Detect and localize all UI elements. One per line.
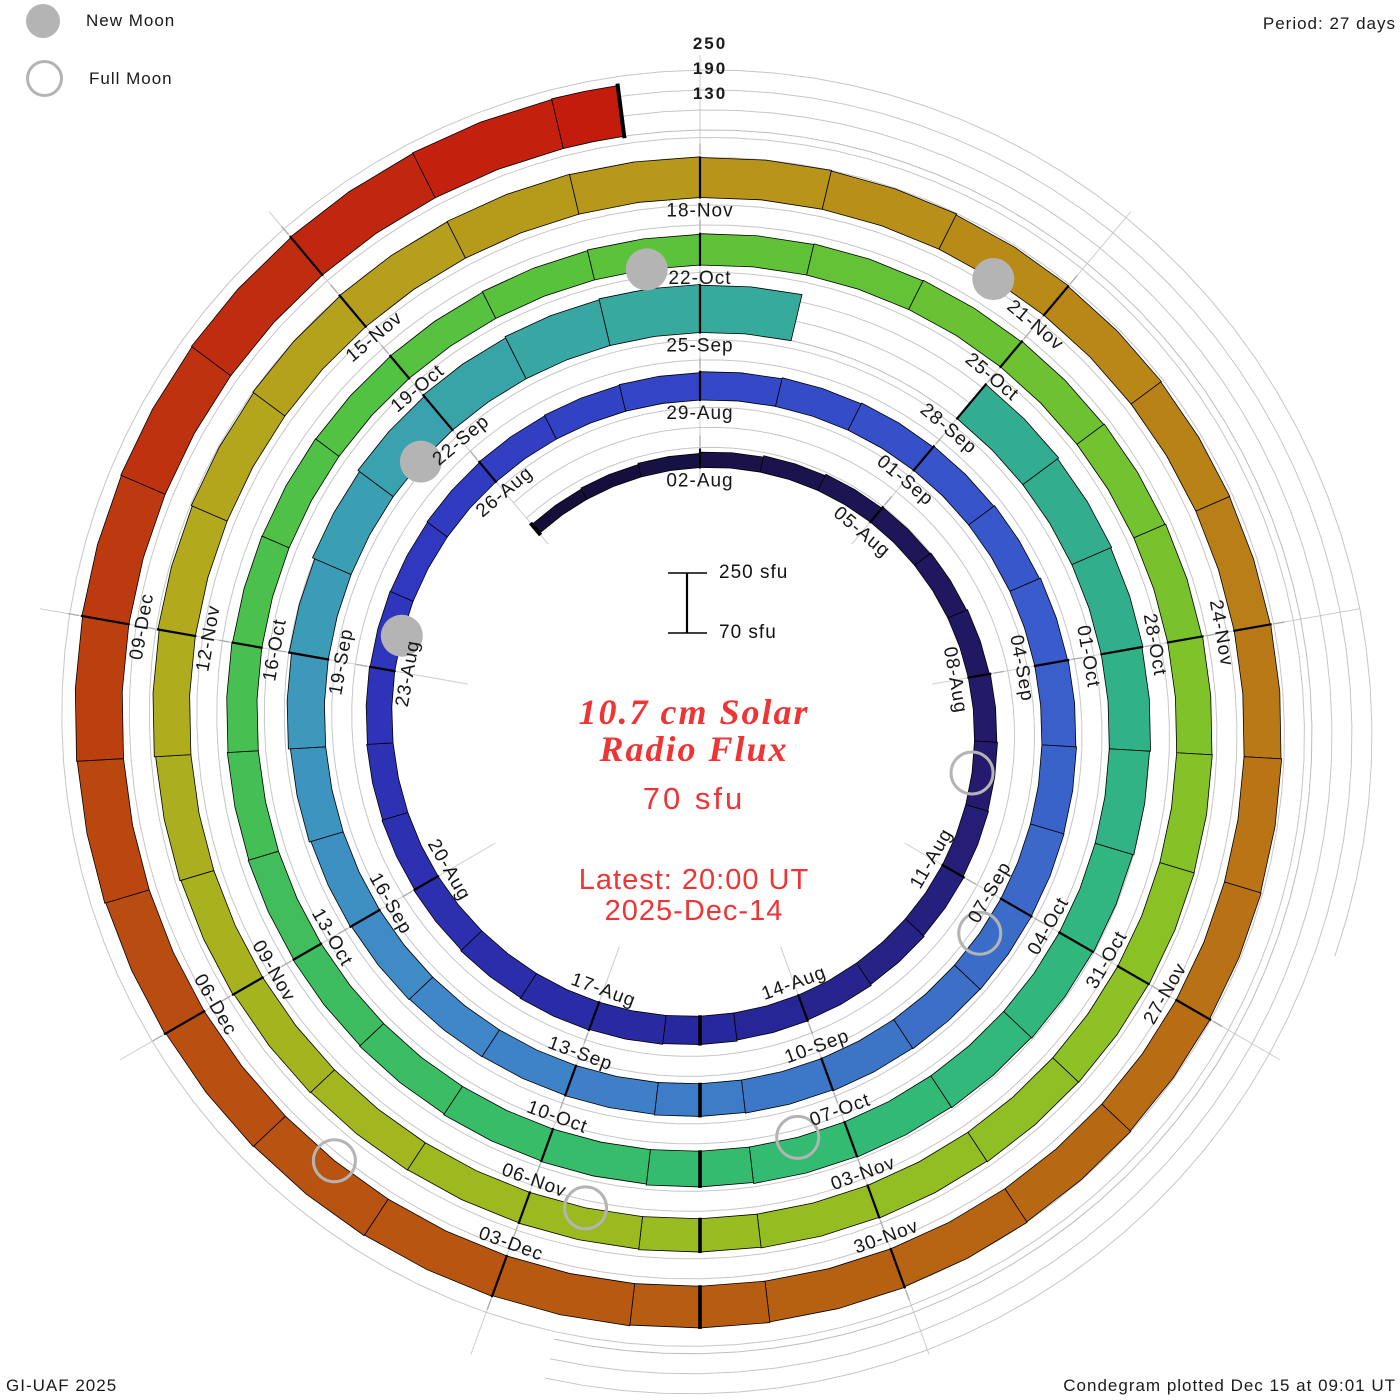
flux-day-block xyxy=(491,1255,636,1327)
date-label: 25-Sep xyxy=(666,336,733,357)
flux-blocks xyxy=(74,85,1283,1329)
new-moon-marker xyxy=(399,440,442,483)
flux-day-block xyxy=(504,299,611,380)
flux-day-block xyxy=(968,505,1041,592)
flux-day-block xyxy=(1224,756,1283,894)
full-moon-label: Full Moon xyxy=(89,68,173,88)
flux-day-block xyxy=(1233,623,1282,760)
flux-day-block xyxy=(1030,744,1077,835)
flux-day-block xyxy=(759,455,826,491)
scale-bar xyxy=(668,572,707,634)
tick-marks xyxy=(67,143,1285,1329)
new-moon-icon xyxy=(26,4,60,38)
flux-day-block xyxy=(699,284,803,342)
plotted-timestamp: Condegram plotted Dec 15 at 09:01 UT xyxy=(1063,1376,1396,1395)
flux-day-block xyxy=(551,85,625,149)
flux-day-block xyxy=(152,629,196,758)
latest-reading: Latest: 20:00 UT 2025-Dec-14 xyxy=(578,865,809,926)
chart-title-line1: 10.7 cm Solar xyxy=(578,692,810,732)
flux-day-block xyxy=(1167,635,1213,756)
chart-center-text: 10.7 cm Solar Radio Flux 70 sfu Latest: … xyxy=(578,692,810,927)
flux-day-block xyxy=(76,758,150,904)
scale-bar-max-label: 250 sfu xyxy=(719,562,789,583)
credit-text: GI-UAF 2025 xyxy=(6,1376,118,1395)
scale-bar-min-label: 70 sfu xyxy=(719,622,777,643)
flux-day-block xyxy=(518,1192,643,1250)
flux-day-block xyxy=(286,652,329,750)
flux-day-block xyxy=(543,384,627,440)
flux-day-block xyxy=(74,615,130,762)
date-label: 29-Aug xyxy=(666,403,733,424)
flux-day-block xyxy=(699,371,783,407)
full-moon-marker xyxy=(311,1138,357,1184)
full-moon-marker xyxy=(949,750,995,796)
date-label: 02-Aug xyxy=(666,471,733,492)
flux-day-block xyxy=(446,173,580,259)
flux-day-block xyxy=(540,1128,651,1185)
flux-day-block xyxy=(365,666,396,745)
flux-day-block xyxy=(764,1248,906,1323)
flux-day-block xyxy=(580,464,642,500)
flux-day-block xyxy=(821,170,958,250)
date-label: 22-Oct xyxy=(668,268,731,289)
flux-day-block xyxy=(408,976,500,1058)
moon-phase-legend: New Moon Full Moon xyxy=(26,4,175,119)
flux-day-block xyxy=(460,930,538,999)
flux-day-block xyxy=(412,98,564,199)
flux-day-block xyxy=(226,750,279,861)
flux-day-block xyxy=(358,1022,463,1115)
new-moon-marker xyxy=(972,258,1015,301)
new-moon-label: New Moon xyxy=(86,11,176,30)
flux-ring-scale-250: 250 xyxy=(692,34,728,53)
date-label: 18-Nov xyxy=(666,201,733,222)
new-moon-marker xyxy=(380,614,423,657)
flux-day-block xyxy=(1094,748,1151,856)
flux-ring-scale-130: 130 xyxy=(692,84,728,103)
flux-day-block xyxy=(226,641,263,753)
flux-day-block xyxy=(967,673,998,743)
flux-day-block xyxy=(366,742,409,821)
full-moon-icon xyxy=(26,60,63,97)
flux-day-block xyxy=(741,1058,834,1114)
flux-day-block xyxy=(967,1057,1080,1163)
flux-day-block xyxy=(699,451,764,473)
chart-title-line2: Radio Flux xyxy=(599,728,789,769)
period-label: Period: 27 days xyxy=(1262,14,1396,33)
flux-day-block xyxy=(1022,458,1113,566)
latest-date: 2025-Dec-14 xyxy=(604,894,784,927)
flux-day-block xyxy=(930,1010,1032,1109)
flux-day-block xyxy=(914,552,968,619)
flux-day-block xyxy=(531,488,588,535)
full-moon-marker xyxy=(957,910,1003,956)
flux-day-block xyxy=(893,964,981,1050)
flux-day-block xyxy=(1034,659,1077,748)
new-moon-marker xyxy=(625,248,668,291)
moon-markers xyxy=(311,248,1015,1231)
flux-day-block xyxy=(105,889,205,1035)
flux-day-block xyxy=(389,521,448,602)
flux-day-block xyxy=(363,1198,508,1297)
spiral-caps xyxy=(528,83,627,537)
flux-day-block xyxy=(775,377,862,431)
latest-time: Latest: 20:00 UT xyxy=(578,864,810,897)
chart-baseline-label: 70 sfu xyxy=(642,781,746,817)
legend-full-moon: Full Moon xyxy=(26,60,175,97)
full-moon-marker xyxy=(775,1114,821,1160)
flux-day-block xyxy=(155,754,215,882)
flux-day-block xyxy=(856,918,925,986)
flux-day-block xyxy=(1100,646,1151,752)
legend-new-moon: New Moon xyxy=(26,4,175,38)
full-moon-marker xyxy=(563,1185,609,1231)
flux-ring-scale-190: 190 xyxy=(692,59,728,78)
